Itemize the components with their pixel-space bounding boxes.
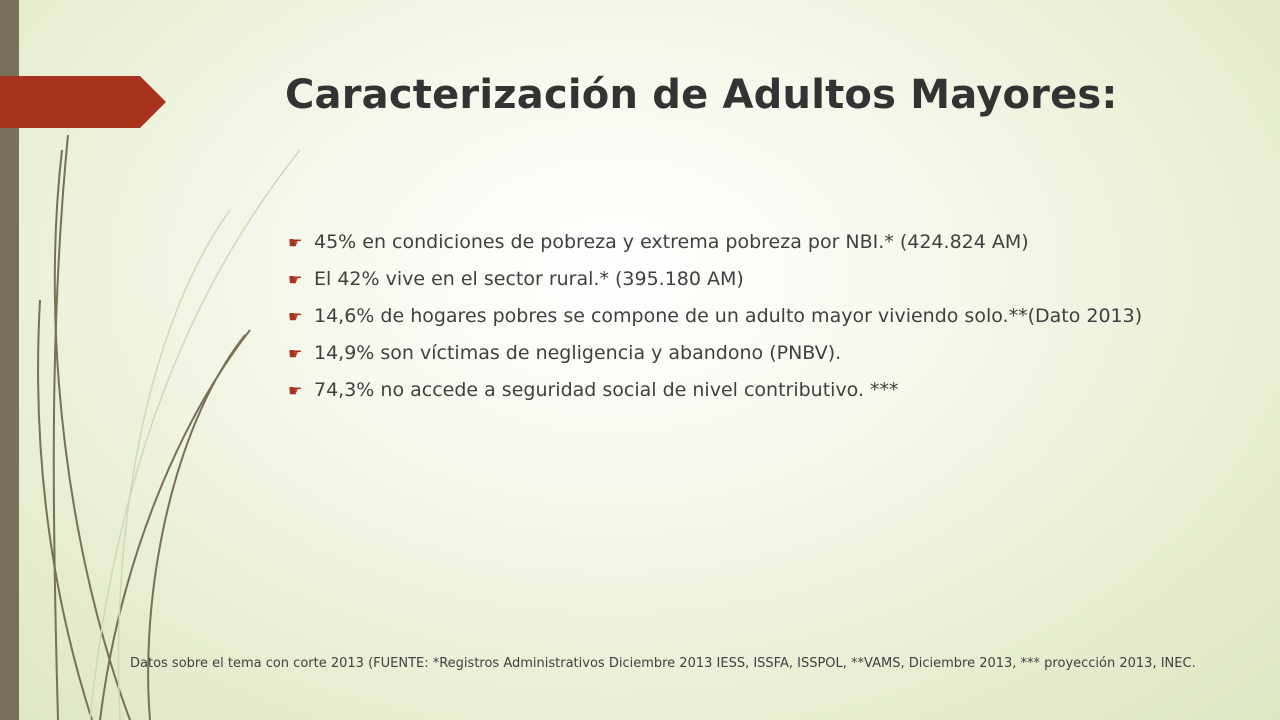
bullet-list: ☛ 45% en condiciones de pobreza y extrem… (288, 230, 1188, 415)
hand-pointer-icon: ☛ (288, 344, 303, 363)
decorative-grass-lines (37, 134, 301, 720)
slide-title: Caracterización de Adultos Mayores: (285, 72, 1118, 118)
hand-pointer-icon: ☛ (288, 270, 303, 289)
hand-pointer-icon: ☛ (288, 381, 303, 400)
hand-pointer-icon: ☛ (288, 233, 303, 252)
bullet-text: El 42% vive en el sector rural.* (395.18… (314, 268, 744, 290)
bullet-item: ☛ 74,3% no accede a seguridad social de … (288, 378, 1188, 403)
bullet-item: ☛ 14,9% son víctimas de negligencia y ab… (288, 341, 1188, 366)
bullet-item: ☛ 45% en condiciones de pobreza y extrem… (288, 230, 1188, 255)
bullet-text: 45% en condiciones de pobreza y extrema … (314, 231, 1029, 253)
title-accent-arrow (0, 76, 166, 128)
bullet-text: 74,3% no accede a seguridad social de ni… (314, 379, 899, 401)
bullet-item: ☛ El 42% vive en el sector rural.* (395.… (288, 267, 1188, 292)
source-footnote: Datos sobre el tema con corte 2013 (FUEN… (130, 656, 1196, 671)
hand-pointer-icon: ☛ (288, 307, 303, 326)
bullet-item: ☛ 14,6% de hogares pobres se compone de … (288, 304, 1188, 329)
left-decorative-band (0, 0, 19, 720)
bullet-text: 14,6% de hogares pobres se compone de un… (314, 305, 1143, 327)
bullet-text: 14,9% son víctimas de negligencia y aban… (314, 342, 842, 364)
